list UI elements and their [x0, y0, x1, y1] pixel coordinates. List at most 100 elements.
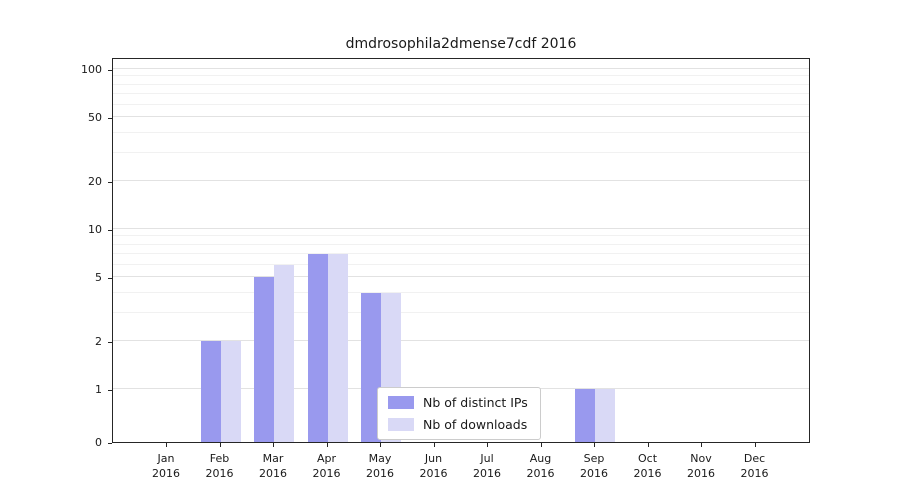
gridline: [113, 92, 809, 94]
x-axis-tick-year: 2016: [687, 467, 715, 480]
bar-nb-of-distinct-ips: [307, 253, 328, 442]
gridline: [113, 68, 809, 69]
gridline: [113, 151, 809, 153]
bar-nb-of-distinct-ips: [361, 292, 381, 442]
x-axis-tick-month: Sep: [583, 452, 605, 465]
legend-item-distinct-ips: Nb of distinct IPs: [388, 395, 528, 410]
x-axis-tick-label: Sep 2016: [567, 451, 621, 481]
x-axis-tick-year: 2016: [740, 467, 769, 480]
y-axis-tick-label: 50: [88, 111, 102, 125]
x-axis-tick-month: Aug: [529, 452, 552, 465]
x-axis-tick-label: Apr 2016: [300, 451, 354, 481]
x-axis-tick-year: 2016: [205, 467, 234, 480]
x-axis-tick-year: 2016: [312, 467, 341, 480]
x-axis-tick-mark: [594, 443, 595, 447]
x-axis-tick-mark: [219, 443, 221, 447]
gridline: [113, 116, 809, 118]
x-axis-tick-year: 2016: [419, 467, 448, 480]
x-axis-tick-year: 2016: [259, 467, 287, 480]
y-axis-tick-label: 5: [95, 271, 102, 285]
gridline: [113, 276, 809, 278]
x-axis-tick-year: 2016: [366, 467, 394, 480]
bar-nb-of-downloads: [274, 264, 294, 442]
x-axis-tick-month: Mar: [262, 452, 284, 465]
x-axis-tick-year: 2016: [633, 467, 662, 480]
x-axis-tick-mark: [326, 443, 328, 447]
gridline: [113, 103, 809, 105]
legend: Nb of distinct IPs Nb of downloads: [377, 387, 541, 440]
y-axis-tick-label: 0: [95, 436, 102, 449]
gridline: [113, 311, 809, 313]
bar-nb-of-distinct-ips: [200, 340, 221, 442]
bar-nb-of-downloads: [220, 340, 241, 442]
x-axis-tick-mark: [380, 443, 381, 447]
y-axis-tick-mark: [108, 181, 112, 183]
x-axis-tick-label: Aug 2016: [514, 451, 568, 481]
gridline: [113, 83, 809, 85]
legend-swatch-downloads: [388, 418, 414, 431]
bars: [113, 59, 809, 442]
legend-item-downloads: Nb of downloads: [388, 417, 528, 432]
x-axis-tick-label: Oct 2016: [621, 451, 675, 481]
x-axis-tick-mark: [540, 443, 542, 447]
gridline: [113, 75, 809, 77]
x-axis-tick-year: 2016: [580, 467, 608, 480]
gridline: [113, 179, 809, 181]
gridline: [113, 263, 809, 265]
bar-nb-of-distinct-ips: [575, 389, 595, 442]
y-axis-tick-label: 20: [88, 174, 102, 188]
y-axis-tick-mark: [108, 443, 112, 444]
legend-label-downloads: Nb of downloads: [423, 417, 528, 432]
x-axis-tick-mark: [433, 443, 435, 447]
bar-nb-of-downloads: [595, 389, 615, 442]
gridline: [113, 228, 809, 229]
y-axis-tick-mark: [108, 341, 112, 343]
x-axis-tick-month: Nov: [690, 452, 712, 465]
x-axis-tick-year: 2016: [473, 467, 501, 480]
y-axis-tick-mark: [108, 230, 112, 231]
y-axis-tick-mark: [108, 118, 112, 120]
legend-swatch-distinct-ips: [388, 396, 414, 409]
x-axis-tick-mark: [166, 443, 167, 447]
x-axis-tick-month: Feb: [209, 452, 230, 465]
x-axis-tick-year: 2016: [526, 467, 555, 480]
x-axis-tick-label: Feb 2016: [193, 451, 247, 481]
y-axis-tick-label: 10: [88, 223, 102, 236]
x-axis-tick-month: Jan: [157, 452, 175, 465]
gridline: [113, 339, 809, 341]
y-axis-tick-mark: [108, 390, 112, 391]
gridline: [113, 131, 809, 133]
gridline: [113, 252, 809, 254]
x-axis-tick-mark: [273, 443, 274, 447]
bar-nb-of-distinct-ips: [254, 277, 274, 442]
x-axis-tick-mark: [701, 443, 702, 447]
bar-nb-of-downloads: [327, 253, 348, 442]
y-axis-tick-label: 1: [95, 383, 102, 396]
gridline: [113, 235, 809, 237]
x-axis-tick-month: May: [368, 452, 392, 465]
x-axis-tick-label: Jan 2016: [139, 451, 193, 481]
x-axis-tick-mark: [487, 443, 488, 447]
x-axis-tick-year: 2016: [152, 467, 180, 480]
x-axis-tick-month: Jun: [424, 452, 443, 465]
x-axis-tick-month: Apr: [316, 452, 337, 465]
x-axis-tick-mark: [647, 443, 649, 447]
plot-area: Nb of distinct IPs Nb of downloads: [112, 58, 810, 443]
x-axis-tick-month: Dec: [743, 452, 766, 465]
y-axis-tick-label: 2: [95, 334, 102, 348]
x-axis-tick-month: Oct: [637, 452, 658, 465]
chart-title: dmdrosophila2dmense7cdf 2016: [345, 36, 577, 52]
x-axis-tick-label: Mar 2016: [246, 451, 300, 481]
gridline: [113, 243, 809, 245]
y-axis-tick-label: 100: [81, 63, 102, 76]
y-axis-tick-mark: [108, 278, 112, 280]
x-axis-tick-mark: [754, 443, 756, 447]
legend-label-distinct-ips: Nb of distinct IPs: [423, 395, 528, 410]
x-axis-tick-label: Nov 2016: [674, 451, 728, 481]
x-axis-tick-label: Jun 2016: [407, 451, 461, 481]
x-axis-tick-label: Jul 2016: [460, 451, 514, 481]
y-axis-tick-mark: [108, 70, 112, 71]
gridline: [113, 291, 809, 293]
x-axis-tick-month: Jul: [480, 452, 494, 465]
